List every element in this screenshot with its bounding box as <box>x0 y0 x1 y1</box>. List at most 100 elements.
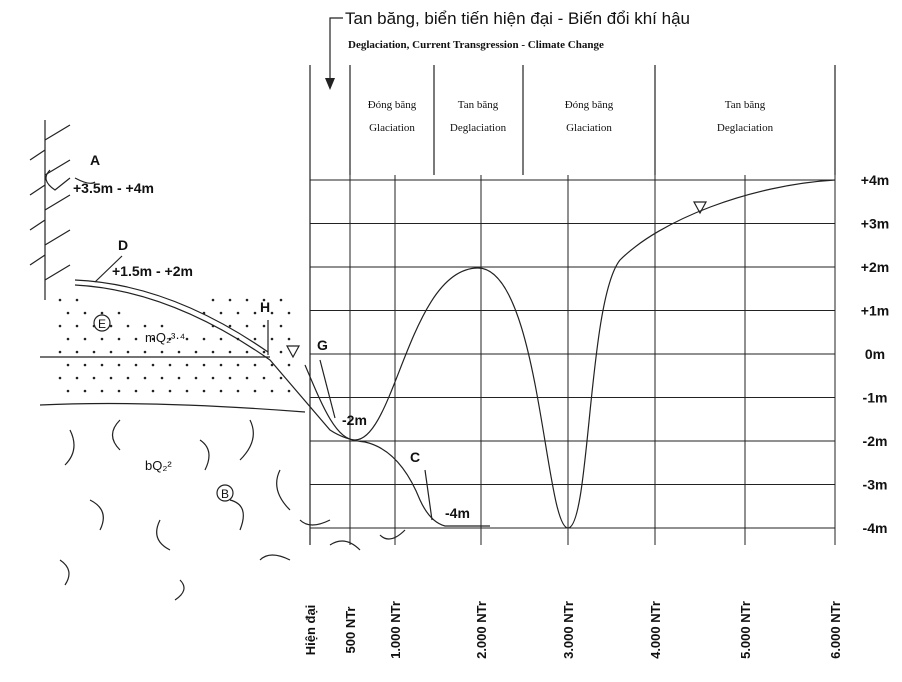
sediment-dot <box>144 325 147 328</box>
time-label: 500 NTr <box>343 607 358 654</box>
sediment-dot <box>67 364 70 367</box>
sediment-dot <box>135 338 138 341</box>
level-label: -3m <box>863 477 888 493</box>
sediment-dot <box>110 351 113 354</box>
sediment-dot <box>84 390 87 393</box>
sediment-dot <box>203 364 206 367</box>
sediment-dot <box>118 312 121 315</box>
sediment-dot <box>161 325 164 328</box>
sediment-dot <box>101 390 104 393</box>
sediment-dot <box>263 377 266 380</box>
sediment-dot <box>212 377 215 380</box>
sediment-dot <box>152 390 155 393</box>
sediment-dot <box>161 377 164 380</box>
time-label: 3.000 NTr <box>561 601 576 659</box>
sediment-dot <box>237 312 240 315</box>
title-arrow <box>330 18 343 82</box>
sediment-dot <box>110 377 113 380</box>
sediment-dot <box>246 299 249 302</box>
sediment-dot <box>101 364 104 367</box>
marker-label: C <box>410 449 420 465</box>
phase-vi: Đóng băng <box>368 99 417 111</box>
sediment-dot <box>229 377 232 380</box>
marker-label: G <box>317 337 328 353</box>
sediment-dot <box>127 377 130 380</box>
level-label: +4m <box>861 172 889 188</box>
title-vi: Tan băng, biển tiến hiện đại - Biến đổi … <box>345 9 690 28</box>
phase-en: Glaciation <box>566 122 612 134</box>
phase-vi: Tan băng <box>458 99 499 111</box>
sediment-dot <box>271 390 274 393</box>
marker-label: D <box>118 237 128 253</box>
formation-symbol: E <box>98 317 106 331</box>
sediment-dot <box>271 338 274 341</box>
sediment-dot <box>84 312 87 315</box>
sediment-dot <box>280 325 283 328</box>
sediment-dot <box>288 338 291 341</box>
sediment-dot <box>152 364 155 367</box>
time-label: 5.000 NTr <box>738 601 753 659</box>
sediment-dot <box>288 312 291 315</box>
phase-vi: Đóng băng <box>565 99 614 111</box>
formation-code: bQ₂² <box>145 458 172 473</box>
sediment-dot <box>135 364 138 367</box>
sediment-dot <box>118 338 121 341</box>
phase-dividers <box>310 65 835 545</box>
level-label: -4m <box>863 520 888 536</box>
marker-label: A <box>90 152 100 168</box>
sediment-dot <box>246 377 249 380</box>
sediment-dot <box>288 364 291 367</box>
marker-pointer <box>320 360 335 418</box>
sediment-dot <box>169 364 172 367</box>
phase-en: Deglaciation <box>450 122 507 134</box>
basement-texture <box>60 420 405 600</box>
sediment-dot <box>84 364 87 367</box>
marker-note: -2m <box>342 412 367 428</box>
time-label: Hiện đại <box>303 605 318 656</box>
sediment-dot <box>246 351 249 354</box>
sediment-dot <box>237 390 240 393</box>
phase-vi: Tan băng <box>725 99 766 111</box>
sediment-dot <box>288 390 291 393</box>
level-label: -2m <box>863 433 888 449</box>
sediment-dot <box>263 351 266 354</box>
sediment-dot <box>67 312 70 315</box>
sediment-dot <box>186 390 189 393</box>
sediment-dot <box>178 377 181 380</box>
sediment-dot <box>59 351 62 354</box>
sediment-dot <box>186 364 189 367</box>
sediment-dot <box>220 338 223 341</box>
sediment-dot <box>118 364 121 367</box>
sediment-dot <box>76 377 79 380</box>
title-en: Deglaciation, Current Transgression - Cl… <box>348 39 604 51</box>
sediment-dot <box>229 299 232 302</box>
time-label: 2.000 NTr <box>474 601 489 659</box>
sediment-dot <box>169 390 172 393</box>
sediment-dot <box>203 338 206 341</box>
sediment-dot <box>220 312 223 315</box>
cliff <box>30 120 70 300</box>
phase-en: Deglaciation <box>717 122 774 134</box>
sediment-dot <box>178 351 181 354</box>
arrow-head <box>325 78 335 90</box>
sediment-dot <box>254 364 257 367</box>
sediment-dot <box>59 299 62 302</box>
time-label: 4.000 NTr <box>648 601 663 659</box>
sediment-dot <box>254 338 257 341</box>
sediment-dot <box>161 351 164 354</box>
sediment-dot <box>280 351 283 354</box>
sea-level-symbol <box>287 346 299 357</box>
sediment-dot <box>246 325 249 328</box>
sediment-dot <box>280 377 283 380</box>
sediment-dot <box>203 390 206 393</box>
sediment-dot <box>195 377 198 380</box>
level-label: -1m <box>863 390 888 406</box>
sediment-dot <box>93 377 96 380</box>
sediment-dot <box>67 338 70 341</box>
level-label: 0m <box>865 346 885 362</box>
sediment-dot <box>101 312 104 315</box>
sediment-dot <box>76 299 79 302</box>
time-label: 1.000 NTr <box>388 601 403 659</box>
sediment-dot <box>144 351 147 354</box>
formation-code: mQ₂³·⁴ <box>145 330 185 345</box>
